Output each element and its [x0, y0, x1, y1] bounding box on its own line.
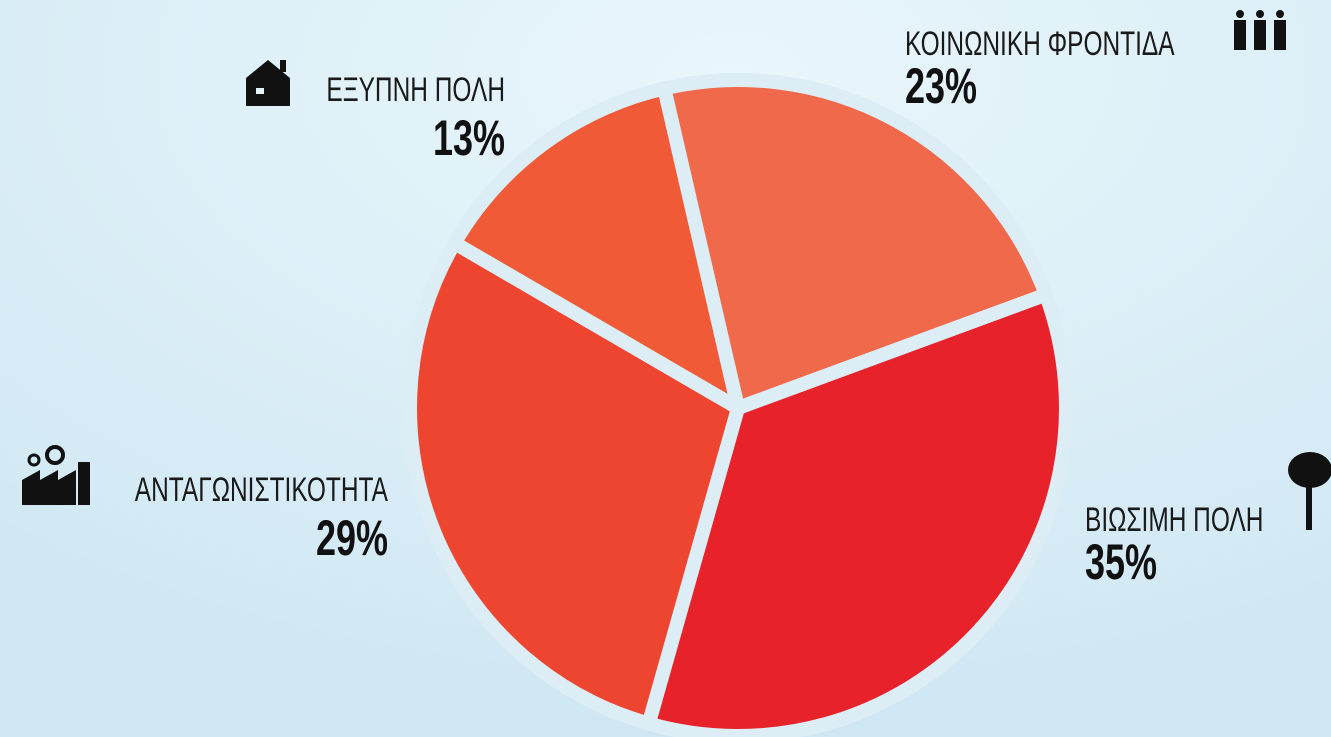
tree-icon: [1288, 452, 1331, 530]
label-group: 13%: [433, 112, 505, 167]
slice-label: ΑΝΤΑΓΩΝΙΣΤΙΚΟΤΗΤΑ: [135, 471, 388, 509]
value-label: 13%: [433, 112, 505, 167]
value-label: 35%: [1085, 536, 1157, 591]
label-group: ΕΞΥΠΝΗ ΠΟΛΗ: [326, 71, 505, 109]
label-group: 23%: [905, 60, 977, 115]
slice-label: ΕΞΥΠΝΗ ΠΟΛΗ: [326, 71, 505, 109]
label-group: 35%: [1085, 536, 1157, 591]
label-group: ΑΝΤΑΓΩΝΙΣΤΙΚΟΤΗΤΑ: [135, 471, 388, 509]
value-label: 29%: [316, 512, 388, 567]
people-icon: [1234, 10, 1286, 50]
house-icon: [246, 60, 290, 106]
pie-slice: [641, 287, 1073, 737]
pie: [403, 73, 1073, 737]
label-group: ΚΟΙΝΩΝΙΚΗ ΦΡΟΝΤΙΔΑ: [905, 25, 1175, 63]
slice-label: ΒΙΩΣΙΜΗ ΠΟΛΗ: [1085, 501, 1263, 539]
label-group: 29%: [316, 512, 388, 567]
value-label: 23%: [905, 60, 977, 115]
pie-slice: [447, 81, 745, 415]
slice-label: ΚΟΙΝΩΝΙΚΗ ΦΡΟΝΤΙΔΑ: [905, 25, 1175, 63]
factory-icon: [22, 445, 90, 505]
label-group: ΒΙΩΣΙΜΗ ΠΟΛΗ: [1085, 501, 1263, 539]
